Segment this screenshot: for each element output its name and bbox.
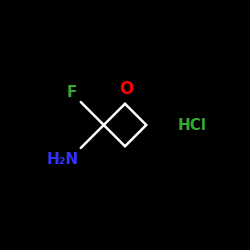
Text: HCl: HCl	[178, 118, 207, 132]
Text: O: O	[119, 80, 134, 98]
Text: H₂N: H₂N	[46, 152, 78, 167]
Text: F: F	[67, 84, 77, 100]
